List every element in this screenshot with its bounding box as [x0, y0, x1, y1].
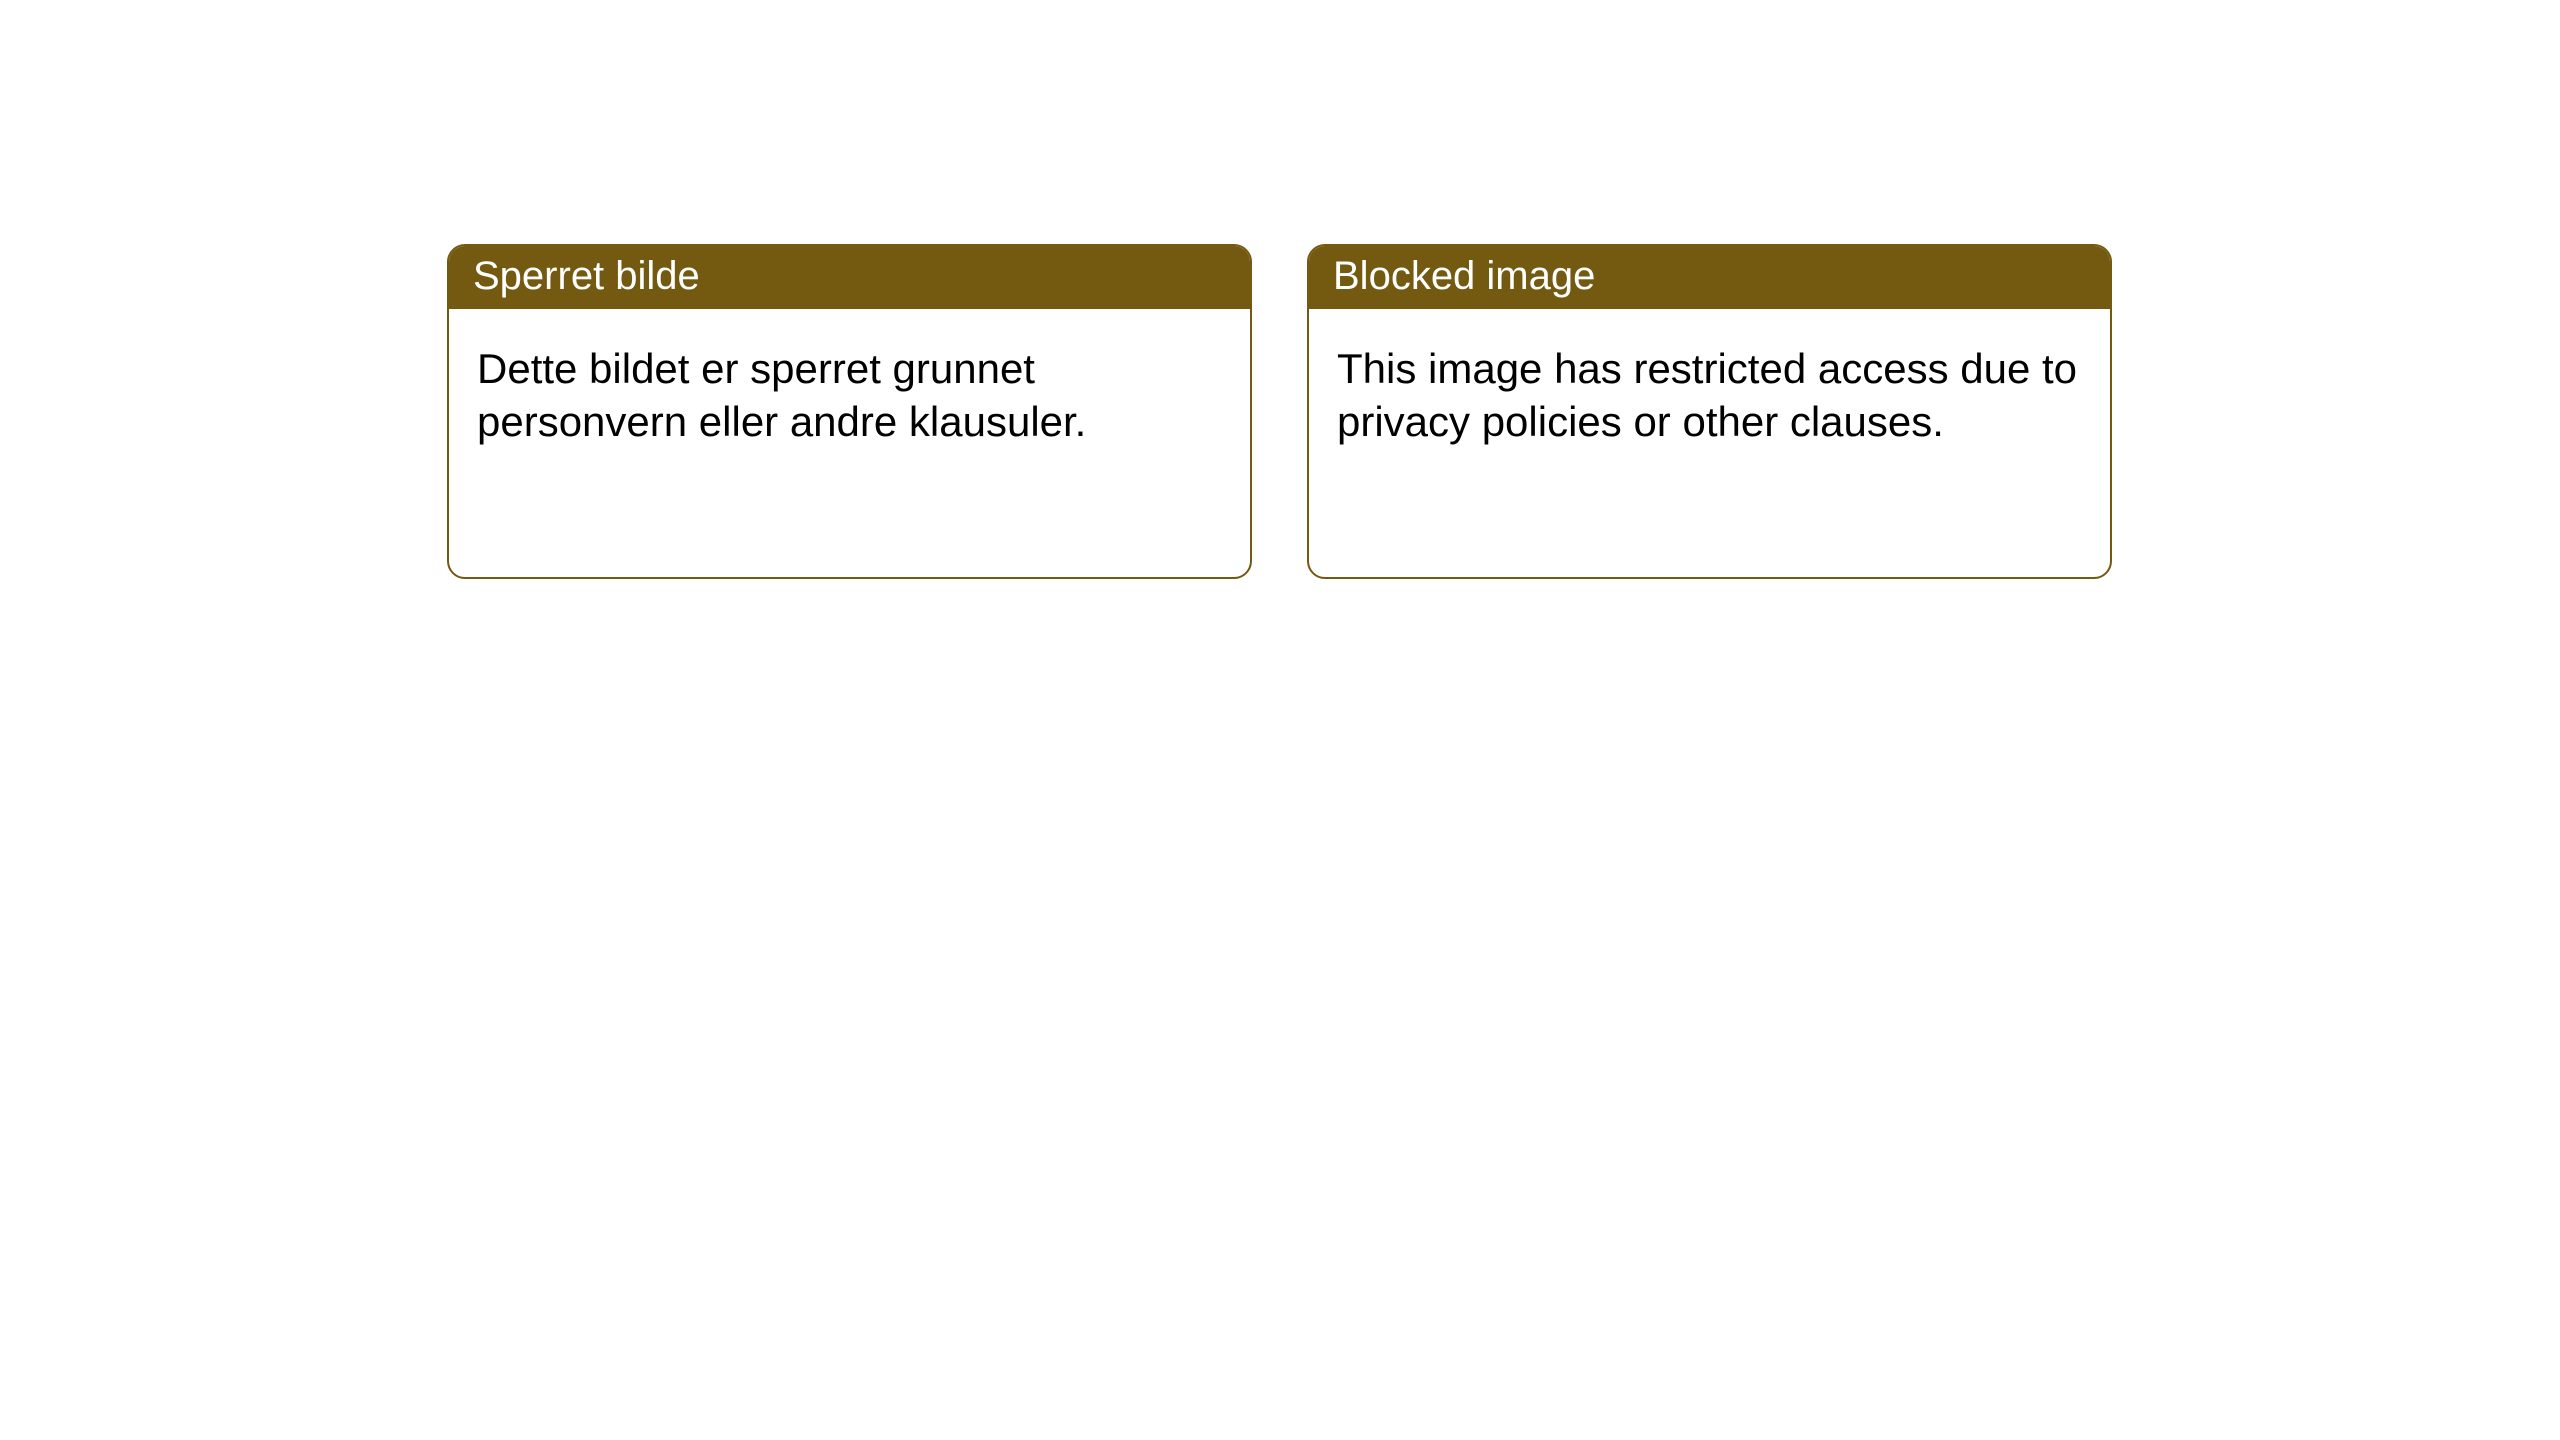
notice-header-en: Blocked image — [1309, 246, 2110, 309]
notice-card-no: Sperret bilde Dette bildet er sperret gr… — [447, 244, 1252, 579]
notice-card-en: Blocked image This image has restricted … — [1307, 244, 2112, 579]
notice-header-no: Sperret bilde — [449, 246, 1250, 309]
notice-body-no: Dette bildet er sperret grunnet personve… — [449, 309, 1250, 482]
notice-container: Sperret bilde Dette bildet er sperret gr… — [447, 244, 2112, 579]
notice-body-en: This image has restricted access due to … — [1309, 309, 2110, 482]
